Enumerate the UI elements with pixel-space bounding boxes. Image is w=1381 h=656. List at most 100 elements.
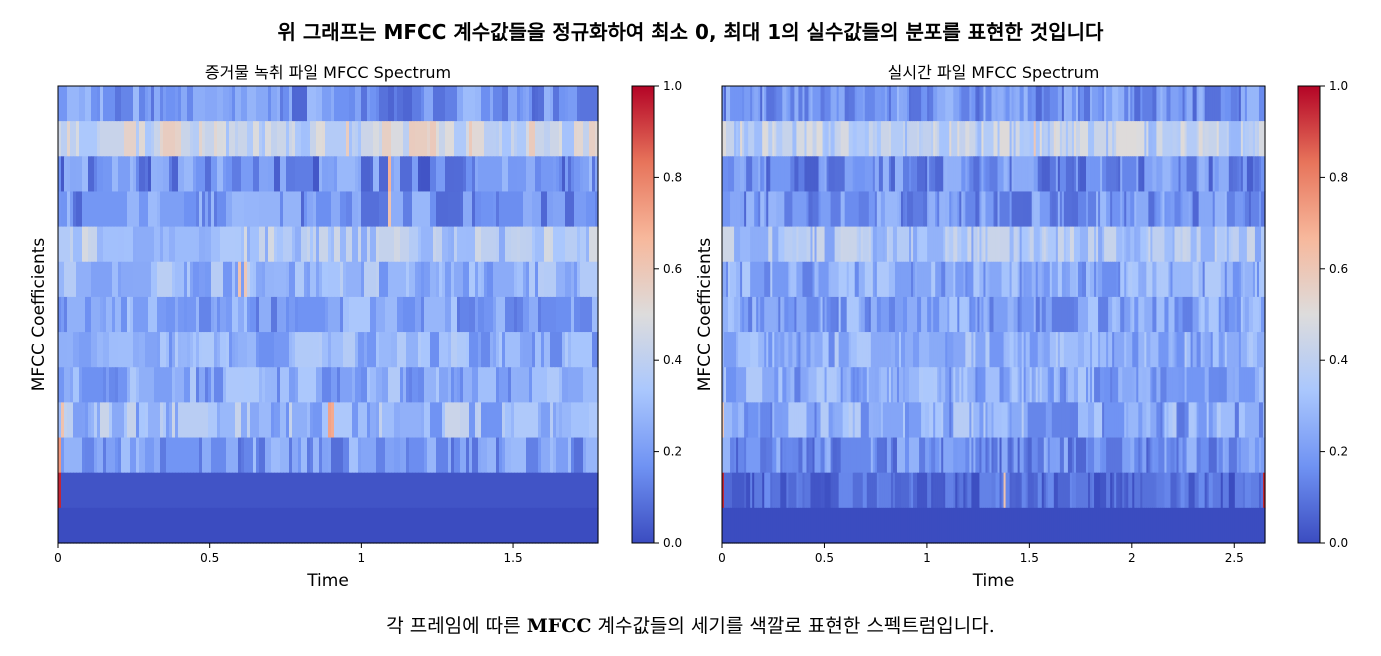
heatmap-cell bbox=[295, 86, 299, 122]
heatmap-cell bbox=[445, 472, 449, 509]
heatmap-cell bbox=[589, 296, 593, 333]
heatmap-cell bbox=[1001, 367, 1005, 403]
heatmap-cell bbox=[130, 296, 134, 333]
heatmap-cell bbox=[1156, 121, 1160, 157]
heatmap-cell bbox=[1144, 121, 1147, 157]
heatmap-cell bbox=[541, 261, 545, 298]
heatmap-cell bbox=[541, 226, 545, 263]
heatmap-cell bbox=[562, 296, 566, 333]
heatmap-cell bbox=[1160, 367, 1164, 403]
heatmap-cell bbox=[961, 261, 964, 298]
heatmap-cell bbox=[592, 261, 596, 298]
heatmap-cell bbox=[1200, 367, 1204, 403]
heatmap-cell bbox=[1098, 86, 1101, 122]
heatmap-cell bbox=[337, 437, 341, 474]
heatmap-cell bbox=[1180, 226, 1184, 263]
heatmap-cell bbox=[987, 191, 991, 228]
heatmap-cell bbox=[900, 402, 904, 439]
heatmap-cell bbox=[782, 402, 785, 439]
heatmap-cell bbox=[770, 332, 773, 368]
heatmap-cell bbox=[732, 402, 735, 439]
heatmap-cell bbox=[70, 86, 74, 122]
heatmap-cell bbox=[822, 402, 826, 439]
heatmap-cell bbox=[1025, 191, 1029, 228]
heatmap-cell bbox=[307, 156, 311, 193]
heatmap-cell bbox=[271, 261, 275, 298]
heatmap-cell bbox=[1244, 86, 1248, 122]
heatmap-cell bbox=[172, 86, 176, 122]
heatmap-cell bbox=[580, 156, 584, 193]
heatmap-cell bbox=[169, 86, 173, 122]
heatmap-cell bbox=[975, 121, 979, 157]
heatmap-cell bbox=[870, 402, 874, 439]
heatmap-cell bbox=[927, 191, 930, 228]
heatmap-cell bbox=[963, 226, 966, 263]
heatmap-cell bbox=[427, 191, 431, 228]
heatmap-cell bbox=[199, 226, 203, 263]
heatmap-cell bbox=[1114, 226, 1117, 263]
heatmap-cell bbox=[1073, 332, 1077, 368]
heatmap-cell bbox=[583, 191, 587, 228]
heatmap-cell bbox=[931, 86, 934, 122]
heatmap-cell bbox=[1094, 191, 1097, 228]
heatmap-cell bbox=[866, 367, 870, 403]
heatmap-cell bbox=[1067, 156, 1071, 193]
heatmap-cell bbox=[929, 86, 932, 122]
heatmap-cell bbox=[844, 367, 848, 403]
heatmap-cell bbox=[448, 472, 452, 509]
heatmap-cell bbox=[589, 437, 593, 474]
heatmap-cell bbox=[846, 191, 850, 228]
heatmap-cell bbox=[184, 156, 188, 193]
heatmap-cell bbox=[73, 437, 77, 474]
heatmap-cell bbox=[967, 296, 970, 333]
heatmap-cell bbox=[331, 191, 335, 228]
heatmap-cell bbox=[892, 191, 896, 228]
heatmap-cell bbox=[238, 191, 242, 228]
heatmap-cell bbox=[292, 121, 296, 157]
heatmap-cell bbox=[748, 121, 751, 157]
heatmap-cell bbox=[794, 402, 798, 439]
heatmap-cell bbox=[917, 86, 920, 122]
heatmap-cell bbox=[1019, 191, 1023, 228]
heatmap-cell bbox=[277, 402, 281, 439]
heatmap-cell bbox=[1194, 156, 1198, 193]
heatmap-cell bbox=[541, 296, 545, 333]
heatmap-cell bbox=[1202, 226, 1206, 263]
heatmap-cell bbox=[178, 332, 182, 368]
heatmap-cell bbox=[466, 507, 470, 544]
heatmap-cell bbox=[427, 402, 431, 439]
heatmap-cell bbox=[1236, 156, 1240, 193]
heatmap-cell bbox=[1210, 332, 1214, 368]
heatmap-cell bbox=[987, 121, 991, 157]
heatmap-cell bbox=[283, 156, 287, 193]
heatmap-cell bbox=[175, 261, 179, 298]
heatmap-cell bbox=[913, 156, 916, 193]
heatmap-cell bbox=[100, 472, 104, 509]
heatmap-cell bbox=[876, 261, 880, 298]
heatmap-cell bbox=[965, 226, 968, 263]
heatmap-cell bbox=[553, 121, 557, 157]
heatmap-cell bbox=[750, 332, 753, 368]
heatmap-cell bbox=[973, 332, 976, 368]
heatmap-cell bbox=[1196, 332, 1200, 368]
heatmap-cell bbox=[923, 296, 926, 333]
heatmap-cell bbox=[442, 226, 446, 263]
heatmap-cell bbox=[268, 332, 272, 368]
heatmap-cell bbox=[806, 121, 810, 157]
heatmap-cell bbox=[298, 191, 302, 228]
heatmap-cell bbox=[937, 156, 940, 193]
heatmap-cell bbox=[271, 402, 275, 439]
heatmap-cell bbox=[1168, 261, 1172, 298]
heatmap-cell bbox=[403, 121, 407, 157]
heatmap-cell bbox=[1039, 367, 1043, 403]
heatmap-cell bbox=[1222, 332, 1226, 368]
heatmap-cell bbox=[370, 121, 374, 157]
heatmap-cell bbox=[178, 507, 182, 544]
heatmap-cell bbox=[316, 472, 320, 509]
heatmap-cell bbox=[736, 86, 739, 122]
heatmap-cell bbox=[403, 226, 407, 263]
heatmap-cell bbox=[355, 86, 359, 122]
heatmap-cell bbox=[1246, 261, 1250, 298]
heatmap-cell bbox=[1164, 226, 1168, 263]
heatmap-cell bbox=[544, 402, 548, 439]
